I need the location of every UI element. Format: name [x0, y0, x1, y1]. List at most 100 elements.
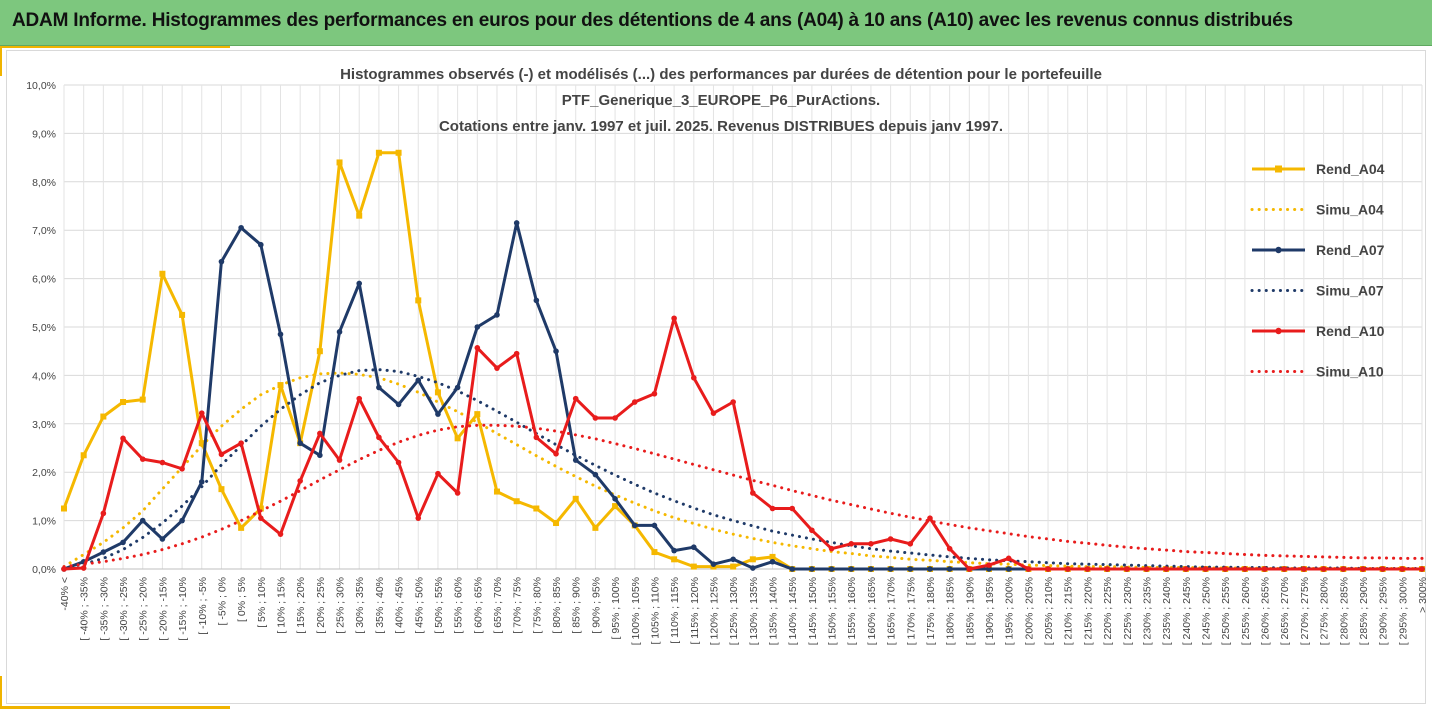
data-point-Rend_A07 [750, 565, 756, 571]
legend-marker [1275, 327, 1282, 335]
x-tick-label: [ 235% ; 240% [1161, 577, 1173, 645]
data-point-Rend_A10 [1281, 566, 1288, 572]
x-tick-label: [ 140% ; 145% [787, 577, 799, 645]
data-point-Rend_A07 [277, 331, 284, 338]
data-point-Rend_A10 [179, 466, 185, 472]
data-point-Rend_A10 [1163, 566, 1169, 572]
grid-lines [63, 84, 1423, 570]
data-point-Rend_A10 [513, 350, 520, 357]
data-point-Rend_A10 [907, 541, 914, 547]
accent-line-left [0, 46, 2, 76]
data-point-Rend_A07 [198, 479, 205, 485]
series-line-Simu_A07 [62, 368, 1424, 570]
data-point-Rend_A07 [710, 561, 717, 567]
data-point-Rend_A10 [100, 510, 107, 517]
x-tick-label: [ 150% ; 155% [827, 577, 839, 645]
legend-label: Simu_A07 [1316, 283, 1384, 299]
data-point-Rend_A10 [494, 365, 500, 371]
data-point-Rend_A04 [139, 396, 146, 403]
data-point-Rend_A04 [553, 520, 560, 527]
y-axis: 0,0% 1,0% 2,0% 3,0% 4,0% 5,0% 6,0% 7,0% 8,0% 9,0%… [26, 80, 56, 576]
data-point-Rend_A10 [1143, 566, 1150, 572]
data-point-Rend_A04 [120, 399, 127, 406]
data-point-Rend_A07 [179, 517, 185, 524]
x-tick-label: [ 175% ; 180% [925, 577, 937, 645]
x-tick-label: [ 195% ; 200% [1004, 577, 1016, 645]
data-point-Rend_A10 [297, 478, 303, 484]
data-point-Rend_A07 [809, 566, 815, 572]
x-tick-label: [ 280% ; 285% [1338, 577, 1350, 645]
x-tick-label: [ 245% ; 250% [1201, 577, 1213, 645]
legend: Rend_A04 Simu_A04 Rend_A07 Simu_A07 Rend_A10… [1250, 161, 1385, 380]
data-point-Rend_A07 [258, 241, 264, 248]
x-tick-label: [ 125% ; 130% [728, 577, 740, 645]
x-tick-label: [ -25% ; -20% [138, 577, 150, 641]
x-tick-label: [ 145% ; 150% [807, 577, 819, 645]
x-tick-label: [ 250% ; 255% [1220, 577, 1232, 645]
x-tick-label: [ 70% ; 75% [512, 577, 524, 634]
x-tick-label: [ 20% ; 25% [315, 577, 327, 634]
data-point-Rend_A10 [80, 565, 87, 571]
data-point-Rend_A10 [139, 456, 146, 462]
x-tick-label: [ 160% ; 165% [866, 577, 878, 645]
x-tick-label: [ -10% ; -5% [197, 577, 209, 635]
y-tick-label: 7,0% [32, 225, 56, 237]
data-point-Rend_A04 [592, 524, 599, 531]
data-point-Rend_A10 [336, 457, 343, 463]
data-point-Rend_A07 [946, 566, 953, 572]
data-point-Rend_A07 [572, 457, 579, 463]
data-point-Rend_A10 [887, 536, 894, 542]
chart-title-line: PTF_Generique_3_EUROPE_P6_PurActions. [562, 92, 880, 109]
data-point-Rend_A04 [336, 159, 343, 166]
data-point-Rend_A07 [100, 549, 107, 555]
accent-line-top [0, 46, 230, 48]
x-tick-label: [ 155% ; 160% [846, 577, 858, 645]
data-point-Rend_A10 [218, 451, 225, 458]
data-point-Rend_A07 [395, 401, 402, 408]
data-point-Rend_A04 [612, 503, 619, 510]
data-point-Rend_A10 [710, 410, 717, 416]
data-point-Rend_A10 [1064, 566, 1071, 572]
chart-title-line: Histogrammes observés (-) et modélisés (… [340, 66, 1102, 83]
data-point-Rend_A10 [415, 515, 422, 521]
data-point-Rend_A10 [198, 410, 205, 416]
series-layer [61, 149, 1425, 572]
data-point-Rend_A10 [159, 459, 166, 466]
data-point-Rend_A10 [1320, 566, 1327, 572]
x-tick-label: [ 25% ; 30% [335, 577, 347, 634]
x-tick-label: [ 290% ; 295% [1378, 577, 1390, 645]
y-tick-label: 1,0% [32, 516, 56, 528]
data-point-Rend_A10 [809, 527, 815, 534]
x-tick-label: [ 5% ; 10% [256, 577, 268, 628]
data-point-Rend_A10 [1084, 566, 1091, 572]
data-point-Rend_A10 [651, 390, 658, 397]
data-point-Rend_A10 [1379, 566, 1386, 572]
data-point-Rend_A10 [454, 490, 461, 496]
data-point-Rend_A04 [690, 563, 697, 570]
data-point-Rend_A04 [356, 212, 363, 219]
y-tick-label: 0,0% [32, 564, 56, 576]
data-point-Rend_A10 [946, 545, 953, 552]
data-point-Rend_A07 [631, 522, 638, 529]
x-tick-label: [ 50% ; 55% [433, 577, 445, 634]
data-point-Rend_A04 [415, 297, 422, 304]
x-tick-label: [ 260% ; 265% [1260, 577, 1272, 645]
data-point-Rend_A07 [828, 566, 835, 572]
x-tick-label: [ -40% ; -35% [79, 577, 91, 641]
data-point-Rend_A10 [1419, 566, 1425, 572]
data-point-Rend_A10 [1183, 566, 1189, 572]
data-point-Rend_A04 [80, 452, 87, 459]
x-tick-label: [ 90% ; 95% [590, 577, 602, 634]
x-tick-label: [ 130% ; 135% [748, 577, 760, 645]
x-tick-label: [ 185% ; 190% [964, 577, 976, 645]
y-tick-label: 2,0% [32, 467, 56, 479]
x-tick-label: [ 295% ; 300% [1397, 577, 1409, 645]
data-point-Rend_A10 [277, 531, 284, 537]
data-point-Rend_A10 [435, 470, 441, 477]
data-point-Rend_A04 [316, 348, 323, 355]
data-point-Rend_A07 [907, 566, 914, 572]
data-point-Rend_A07 [159, 536, 166, 542]
x-tick-label: [ 110% ; 115% [669, 577, 681, 644]
x-tick-label: [ 115% ; 120% [689, 577, 701, 645]
